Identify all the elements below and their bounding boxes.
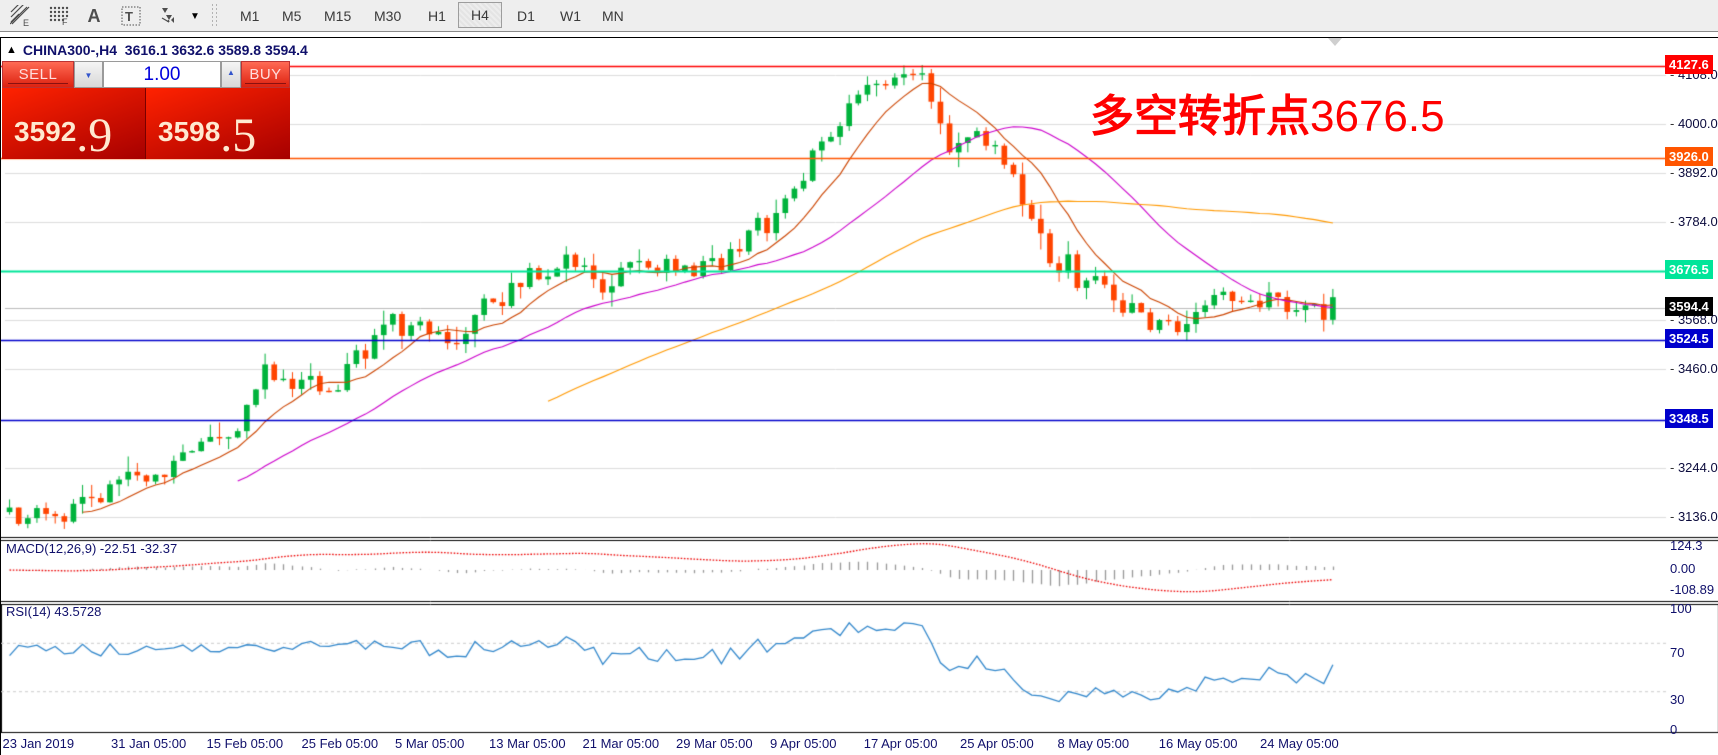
svg-text:T: T [125, 9, 133, 24]
svg-text:F: F [62, 17, 68, 26]
svg-text:E: E [23, 18, 29, 27]
